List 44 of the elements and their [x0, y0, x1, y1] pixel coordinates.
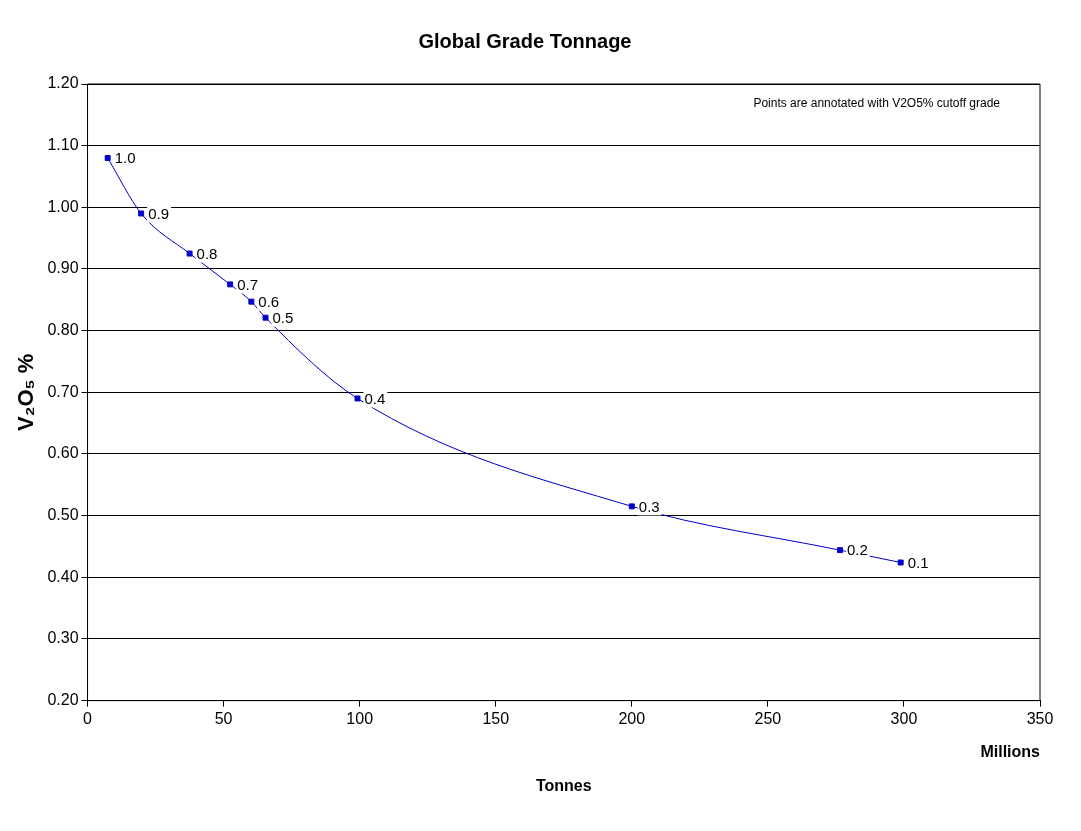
text: Millions [980, 743, 1041, 761]
y-tick-label: 0.90 [47, 259, 79, 277]
point [248, 298, 255, 305]
chart-title: Global Grade Tonnage [418, 29, 632, 52]
x-tick-label: 150 [482, 709, 510, 727]
y-tick-label: 1.10 [47, 136, 79, 154]
x-tick-label: 350 [1026, 709, 1054, 727]
x-tick-label: 250 [754, 709, 782, 727]
y-tick-label: 1.20 [47, 74, 79, 92]
annotation: Points are annotated with V2O5% cutoff grade [753, 96, 1001, 111]
y-tick-label: 0.80 [47, 321, 79, 339]
annotation: 0.3 [638, 497, 660, 515]
point [628, 503, 635, 510]
point [837, 547, 843, 554]
y-tick-label: 0.60 [47, 444, 79, 462]
point [354, 395, 361, 402]
annotation: 0.6 [258, 292, 280, 310]
y-tick-label: 0.50 [47, 506, 79, 524]
y-axis-title: V₂O₅ % [13, 353, 39, 431]
point [186, 250, 193, 257]
x-tick-label: 100 [346, 709, 374, 727]
y-tick-label: 1.00 [47, 197, 79, 215]
annotation: 0.2 [846, 541, 868, 559]
point [138, 210, 145, 217]
annotation: 0.9 [148, 204, 170, 222]
annotation: 0.7 [237, 275, 258, 293]
x-tick-label: 200 [618, 709, 646, 727]
y-tick-label: 0.20 [47, 691, 79, 709]
y-tick-label: 0.40 [47, 567, 79, 585]
y-tick-label: 0.30 [47, 629, 79, 647]
x-tick-label: 50 [214, 709, 233, 727]
point [104, 155, 111, 161]
x-tick-label: 0 [83, 709, 93, 727]
point [897, 559, 904, 566]
annotation: 0.8 [196, 244, 218, 262]
point [227, 281, 234, 288]
annotation: 0.1 [907, 553, 929, 571]
y-tick-label: 0.70 [47, 382, 79, 400]
annotation: 0.5 [272, 308, 294, 326]
annotation: 0.4 [364, 389, 386, 407]
annotation: 1.0 [114, 149, 136, 167]
x-tick-label: 300 [890, 709, 918, 727]
x-axis-title: Tonnes [535, 776, 592, 794]
point [262, 314, 269, 321]
